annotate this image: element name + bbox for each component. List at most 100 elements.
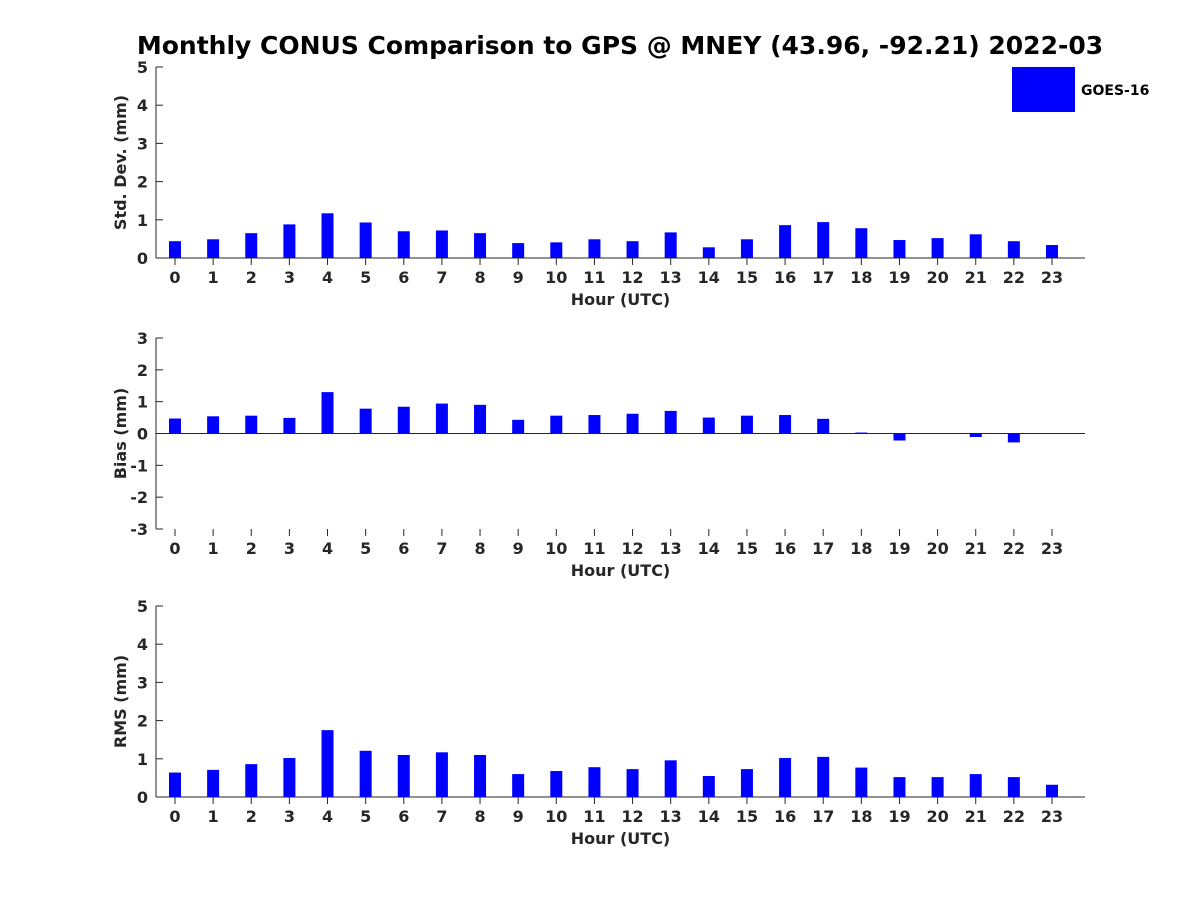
x-tick-label: 6 [398, 539, 409, 558]
bar [169, 418, 181, 434]
bar [893, 433, 906, 441]
bar [588, 239, 601, 258]
bar [588, 767, 601, 797]
y-tick-label: 3 [137, 673, 148, 692]
x-tick-label: 3 [284, 807, 295, 826]
chart-title: Monthly CONUS Comparison to GPS @ MNEY (… [137, 31, 1103, 60]
x-tick-label: 10 [545, 807, 567, 826]
bar [474, 754, 487, 797]
bar [893, 777, 906, 797]
x-tick-label: 16 [774, 268, 796, 287]
bar [207, 416, 220, 434]
x-tick-label: 4 [322, 539, 333, 558]
bar [817, 756, 830, 797]
legend-swatch [1012, 67, 1075, 112]
bar [397, 231, 410, 258]
bar [855, 432, 868, 434]
bar [245, 233, 258, 258]
x-tick-label: 17 [812, 807, 834, 826]
x-tick-label: 9 [513, 807, 524, 826]
x-tick-label: 1 [208, 539, 219, 558]
x-tick-label: 0 [169, 807, 180, 826]
x-tick-label: 7 [436, 807, 447, 826]
x-tick-label: 23 [1041, 539, 1063, 558]
x-tick-label: 7 [436, 539, 447, 558]
x-tick-label: 2 [246, 539, 257, 558]
x-tick-label: 21 [965, 807, 987, 826]
x-tick-label: 12 [621, 807, 643, 826]
x-tick-label: 23 [1041, 807, 1063, 826]
bar [283, 224, 296, 258]
x-tick-label: 19 [888, 268, 910, 287]
x-tick-label: 11 [583, 539, 605, 558]
bar [512, 774, 525, 797]
bar [1007, 433, 1020, 443]
bar [550, 242, 563, 258]
bar [359, 408, 372, 434]
x-tick-label: 19 [888, 807, 910, 826]
x-tick-label: 9 [513, 268, 524, 287]
bar [855, 767, 868, 797]
x-tick-label: 18 [850, 268, 872, 287]
bar [626, 769, 639, 797]
bar [397, 754, 410, 797]
y-tick-label: 4 [137, 96, 148, 115]
x-tick-label: 1 [208, 807, 219, 826]
bar [779, 225, 792, 258]
x-tick-label: 17 [812, 268, 834, 287]
bar [321, 213, 334, 258]
bar [435, 230, 448, 258]
legend: GOES-16 [1012, 67, 1149, 112]
x-tick-label: 22 [1003, 268, 1025, 287]
x-tick-label: 2 [246, 807, 257, 826]
bar [817, 418, 830, 434]
x-tick-label: 15 [736, 268, 758, 287]
x-axis-label: Hour (UTC) [571, 829, 671, 848]
bar [969, 234, 982, 258]
x-axis-label: Hour (UTC) [571, 561, 671, 580]
bar [474, 233, 487, 258]
bar [740, 239, 753, 258]
y-tick-label: 3 [137, 134, 148, 153]
bar [321, 730, 334, 797]
bar [740, 415, 753, 434]
x-tick-label: 0 [169, 539, 180, 558]
x-tick-label: 4 [322, 268, 333, 287]
x-tick-label: 13 [660, 807, 682, 826]
x-tick-label: 17 [812, 539, 834, 558]
y-tick-label: 2 [137, 712, 148, 731]
y-tick-label: 0 [137, 788, 148, 807]
bar [550, 415, 563, 434]
x-tick-label: 22 [1003, 539, 1025, 558]
bar [1045, 784, 1058, 797]
x-tick-label: 10 [545, 539, 567, 558]
bar [702, 417, 715, 434]
bar [740, 769, 753, 797]
bar [893, 240, 906, 258]
x-tick-label: 6 [398, 807, 409, 826]
y-tick-label: 5 [137, 597, 148, 616]
x-tick-label: 18 [850, 807, 872, 826]
x-tick-label: 20 [926, 268, 948, 287]
bar [550, 771, 563, 797]
y-tick-label: -2 [130, 488, 148, 507]
bar [512, 243, 525, 258]
x-tick-label: 6 [398, 268, 409, 287]
bar [779, 758, 792, 797]
x-tick-label: 23 [1041, 268, 1063, 287]
x-tick-label: 5 [360, 268, 371, 287]
bar [969, 774, 982, 797]
x-tick-label: 19 [888, 539, 910, 558]
x-tick-label: 0 [169, 268, 180, 287]
x-axis-label: Hour (UTC) [571, 290, 671, 309]
bar [779, 415, 792, 434]
bar [931, 238, 944, 258]
y-axis-label: Std. Dev. (mm) [111, 95, 130, 230]
bar [207, 239, 220, 258]
x-tick-label: 14 [698, 807, 720, 826]
x-tick-label: 11 [583, 807, 605, 826]
bar [702, 775, 715, 797]
bar [435, 752, 448, 797]
